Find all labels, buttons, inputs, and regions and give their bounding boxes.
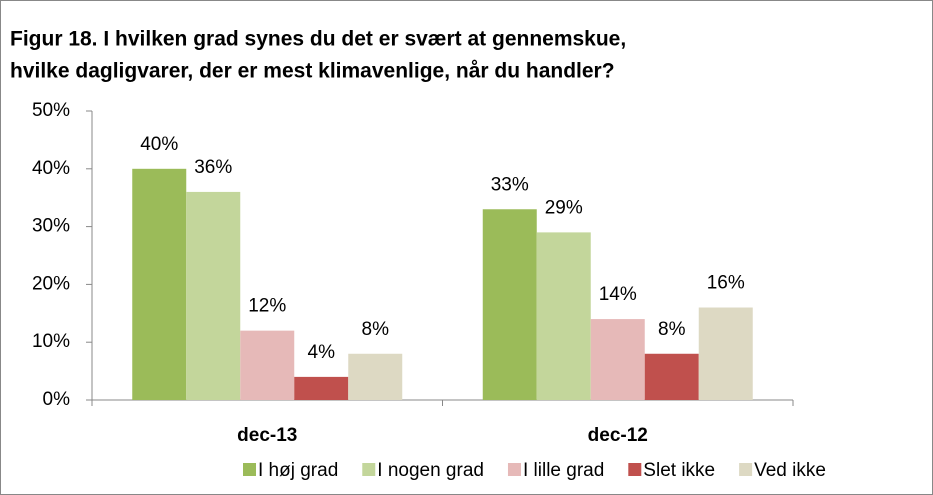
y-tick-label: 20%: [32, 273, 70, 294]
bar: [590, 319, 645, 400]
value-label: 36%: [194, 157, 232, 178]
value-label: 33%: [491, 174, 529, 195]
y-tick-label: 10%: [32, 331, 70, 352]
legend-swatch: [628, 463, 642, 476]
legend-label: I lille grad: [523, 460, 604, 481]
value-label: 8%: [362, 319, 390, 340]
value-label: 16%: [707, 273, 745, 294]
bar: [240, 330, 295, 400]
y-tick-label: 50%: [32, 100, 70, 121]
value-label: 4%: [308, 342, 336, 363]
y-tick-label: 30%: [32, 216, 70, 237]
value-label: 29%: [545, 197, 583, 218]
chart-title: hvilke dagligvarer, der er mest klimaven…: [10, 60, 615, 83]
legend-label: I høj grad: [258, 460, 338, 481]
legend-swatch: [507, 463, 521, 476]
bar: [186, 191, 241, 400]
y-tick-label: 40%: [32, 158, 70, 179]
bar: [644, 353, 699, 400]
bar: [348, 353, 403, 400]
legend-swatch: [739, 463, 753, 476]
legend-label: Ved ikke: [754, 460, 826, 481]
value-label: 8%: [658, 319, 686, 340]
legend-swatch: [243, 463, 256, 476]
bar: [698, 307, 753, 400]
x-tick-label: dec-12: [588, 425, 648, 446]
legend-swatch: [362, 463, 376, 476]
value-label: 12%: [248, 296, 286, 317]
bar: [482, 209, 537, 400]
y-tick-label: 0%: [43, 389, 71, 410]
x-tick-label: dec-13: [237, 425, 297, 446]
bar: [294, 376, 349, 400]
chart-title: Figur 18. I hvilken grad synes du det er…: [10, 28, 626, 51]
value-label: 40%: [140, 134, 178, 155]
bar: [536, 232, 591, 400]
legend-label: Slet ikke: [643, 460, 715, 481]
value-label: 14%: [599, 284, 637, 305]
bar: [132, 168, 187, 400]
legend-label: I nogen grad: [377, 460, 484, 481]
